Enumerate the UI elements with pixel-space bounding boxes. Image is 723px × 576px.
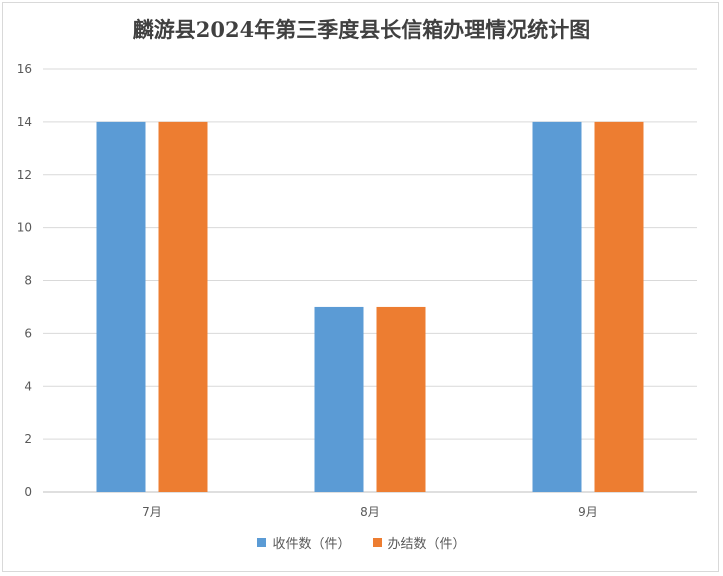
legend-label-series-1: 收件数（件） [272,537,351,552]
y-tick-label: 6 [24,326,32,340]
bar-2-1 [158,121,208,492]
legend-label-series-2: 办结数（件） [387,537,466,552]
legend-item-series-2: 办结数（件） [372,533,466,552]
y-tick-label: 16 [17,62,32,76]
y-tick-label: 12 [17,168,32,182]
y-tick-label: 4 [24,379,32,393]
bar-1-2 [314,306,364,492]
legend-swatch-series-1 [257,538,267,547]
x-tick-label: 9月 [578,505,598,519]
bar-1-1 [96,121,146,492]
y-tick-label: 2 [24,432,32,446]
y-tick-label: 10 [17,221,32,235]
bar-2-3 [594,121,644,492]
y-tick-label: 8 [24,274,32,288]
legend: 收件数（件） 办结数（件） [0,533,723,552]
y-tick-label: 14 [17,115,32,129]
x-tick-label: 7月 [142,505,162,519]
x-tick-label: 8月 [360,505,380,519]
legend-item-series-1: 收件数（件） [257,533,351,552]
bar-2-2 [376,306,426,492]
legend-swatch-series-2 [372,538,382,547]
y-tick-label: 0 [24,485,32,499]
chart-title: 麟游县2024年第三季度县长信箱办理情况统计图 [132,17,591,42]
bar-1-3 [532,121,582,492]
